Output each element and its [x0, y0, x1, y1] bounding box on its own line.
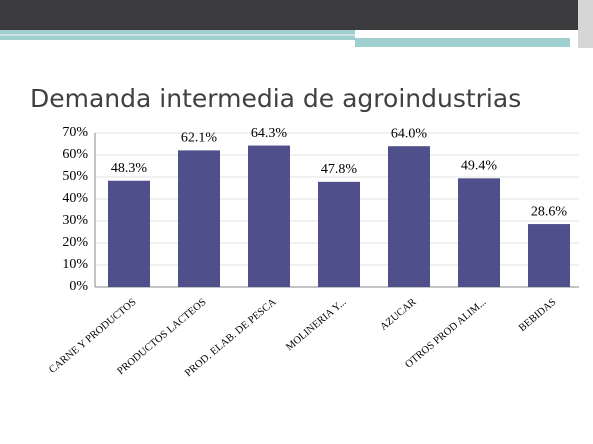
- bar: [458, 178, 500, 287]
- bar: [528, 224, 570, 287]
- value-label: 47.8%: [321, 162, 358, 177]
- header-bar: [0, 0, 593, 30]
- value-label: 49.4%: [461, 159, 498, 174]
- y-tick-label: 70%: [62, 125, 88, 140]
- value-label: 64.3%: [251, 126, 288, 141]
- y-tick-label: 10%: [62, 257, 88, 272]
- chart-title: Demanda intermedia de agroindustrias: [30, 84, 521, 113]
- y-tick-label: 0%: [69, 279, 88, 294]
- value-label: 28.6%: [531, 204, 568, 219]
- header-stripe-right: [355, 38, 570, 47]
- y-tick-label: 30%: [62, 213, 88, 228]
- bar: [318, 181, 360, 287]
- y-tick-label: 20%: [62, 235, 88, 250]
- y-tick-label: 60%: [62, 147, 88, 162]
- y-tick-label: 40%: [62, 191, 88, 206]
- bar: [248, 145, 290, 287]
- bar: [388, 146, 430, 287]
- value-label: 48.3%: [111, 161, 148, 176]
- header-stripe-light: [0, 34, 355, 36]
- y-tick-label: 50%: [62, 169, 88, 184]
- value-label: 64.0%: [391, 126, 428, 141]
- header-corner: [578, 0, 593, 48]
- bar: [178, 150, 220, 287]
- bar: [108, 180, 150, 287]
- value-label: 62.1%: [181, 131, 218, 146]
